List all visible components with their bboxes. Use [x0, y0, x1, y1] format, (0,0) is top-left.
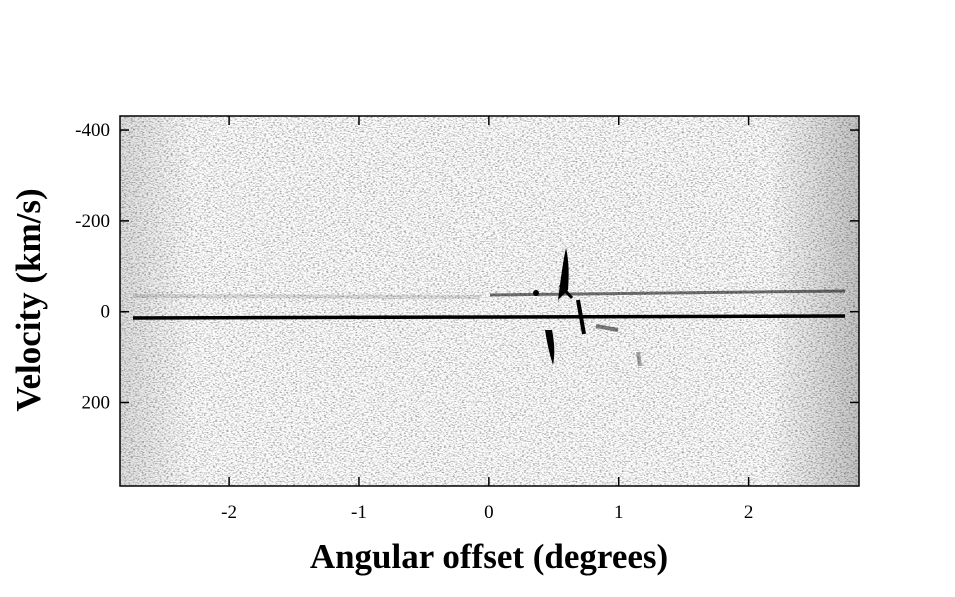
emission-band-2 [489, 289, 846, 297]
pv-image [120, 116, 859, 486]
emission-streak [595, 324, 619, 332]
y-tick-label: 0 [101, 302, 111, 323]
y-tick-label: -400 [75, 120, 110, 141]
emission-streak [545, 330, 555, 365]
emission-knot [533, 290, 539, 296]
x-tick-label: 0 [484, 502, 494, 523]
y-tick-label: 200 [82, 392, 111, 413]
emission-streak [636, 351, 642, 367]
x-tick-label: -2 [221, 502, 237, 523]
x-tick-label: 2 [744, 502, 754, 523]
x-tick-label: -1 [351, 502, 367, 523]
y-axis-label: Velocity (km/s) [9, 188, 48, 411]
x-axis-label: Angular offset (degrees) [310, 537, 668, 576]
x-tick-label: 1 [614, 502, 624, 523]
emission-streak [558, 283, 574, 300]
faint-band [132, 294, 481, 299]
edge-noise [120, 116, 859, 486]
emission-band [132, 314, 846, 320]
y-tick-label: -200 [75, 211, 110, 232]
emission-streak [576, 299, 586, 335]
